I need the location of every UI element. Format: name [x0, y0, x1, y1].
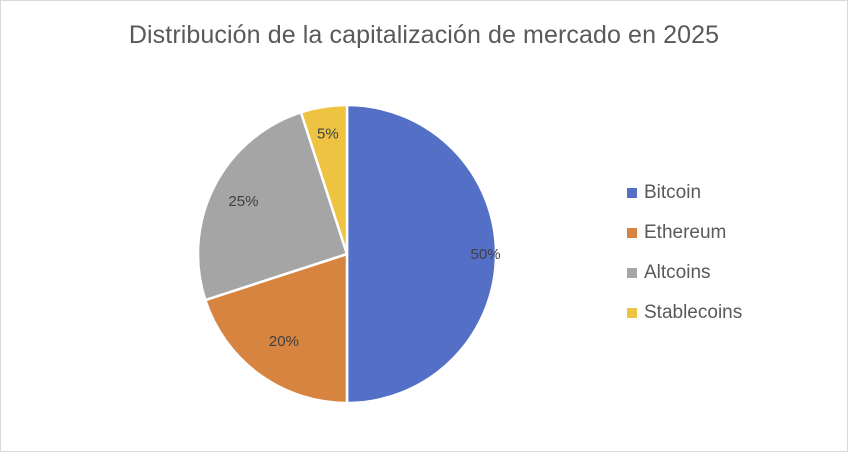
- data-label-stablecoins: 5%: [317, 125, 339, 142]
- legend-label: Stablecoins: [644, 302, 743, 323]
- pie-slice-ethereum[interactable]: [204, 252, 349, 405]
- pie-slice-altcoins[interactable]: [196, 111, 349, 302]
- legend-swatch-icon: [627, 308, 637, 318]
- legend-label: Ethereum: [644, 222, 727, 243]
- data-label-bitcoin: 50%: [471, 246, 501, 263]
- pie-slice-stablecoins[interactable]: [299, 103, 349, 256]
- legend-label: Altcoins: [644, 262, 711, 283]
- pie-slice-bitcoin[interactable]: [345, 103, 498, 405]
- legend-item-stablecoins[interactable]: Stablecoins: [627, 293, 742, 333]
- legend-item-altcoins[interactable]: Altcoins: [627, 253, 742, 293]
- legend-label: Bitcoin: [644, 182, 702, 203]
- legend-swatch-icon: [627, 268, 637, 278]
- legend: Bitcoin Ethereum Altcoins Stablecoins: [627, 173, 742, 333]
- legend-swatch-icon: [627, 228, 637, 238]
- data-label-ethereum: 20%: [269, 333, 299, 350]
- chart-title: Distribución de la capitalización de mer…: [128, 21, 720, 49]
- legend-swatch-icon: [627, 188, 637, 198]
- legend-item-bitcoin[interactable]: Bitcoin: [627, 173, 742, 213]
- legend-item-ethereum[interactable]: Ethereum: [627, 213, 742, 253]
- data-label-altcoins: 25%: [228, 193, 258, 210]
